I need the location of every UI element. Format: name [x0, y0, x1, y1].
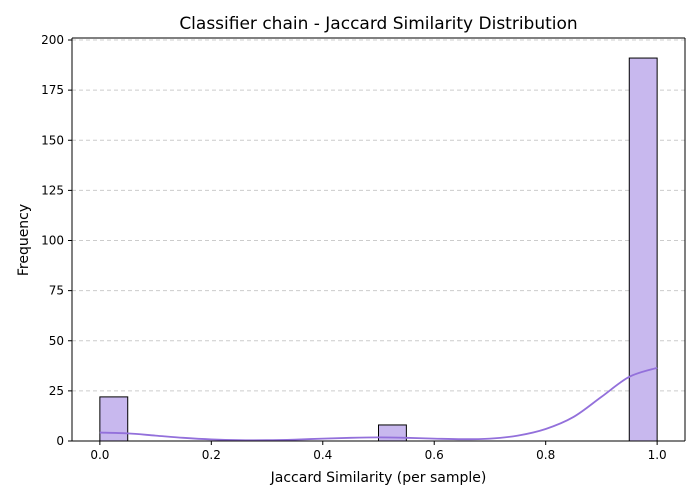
histogram-bars	[99, 57, 658, 442]
y-tick-label-1: 25	[49, 384, 64, 398]
x-tick-label-0: 0.0	[90, 448, 109, 462]
y-tick-label-0: 0	[56, 434, 64, 448]
y-tick-label-6: 150	[41, 133, 64, 147]
x-tick-label-2: 0.4	[313, 448, 332, 462]
chart-title: Classifier chain - Jaccard Similarity Di…	[179, 14, 577, 34]
histogram-bar-0	[99, 396, 129, 442]
histogram-bar-2	[628, 57, 658, 442]
x-axis-label: Jaccard Similarity (per sample)	[270, 470, 487, 486]
axes	[71, 37, 686, 442]
y-axis-label: Frequency	[16, 204, 32, 276]
y-tick-label-4: 100	[41, 234, 64, 248]
x-axis-ticks: 0.0 0.2 0.4 0.6 0.8 1.0	[90, 441, 667, 462]
x-tick-label-1: 0.2	[202, 448, 221, 462]
kde-line	[99, 366, 658, 442]
grid-lines	[72, 39, 685, 442]
y-tick-label-5: 125	[41, 183, 64, 197]
y-tick-label-7: 175	[41, 83, 64, 97]
y-tick-label-2: 50	[49, 334, 64, 348]
y-tick-label-3: 75	[49, 284, 64, 298]
y-tick-label-8: 200	[41, 33, 64, 47]
kde-curve	[99, 366, 658, 442]
x-tick-label-5: 1.0	[648, 448, 667, 462]
y-axis-ticks: 0 25 50 75 100 125 150 175 200	[41, 33, 72, 448]
x-tick-label-4: 0.8	[536, 448, 555, 462]
x-tick-label-3: 0.6	[425, 448, 444, 462]
